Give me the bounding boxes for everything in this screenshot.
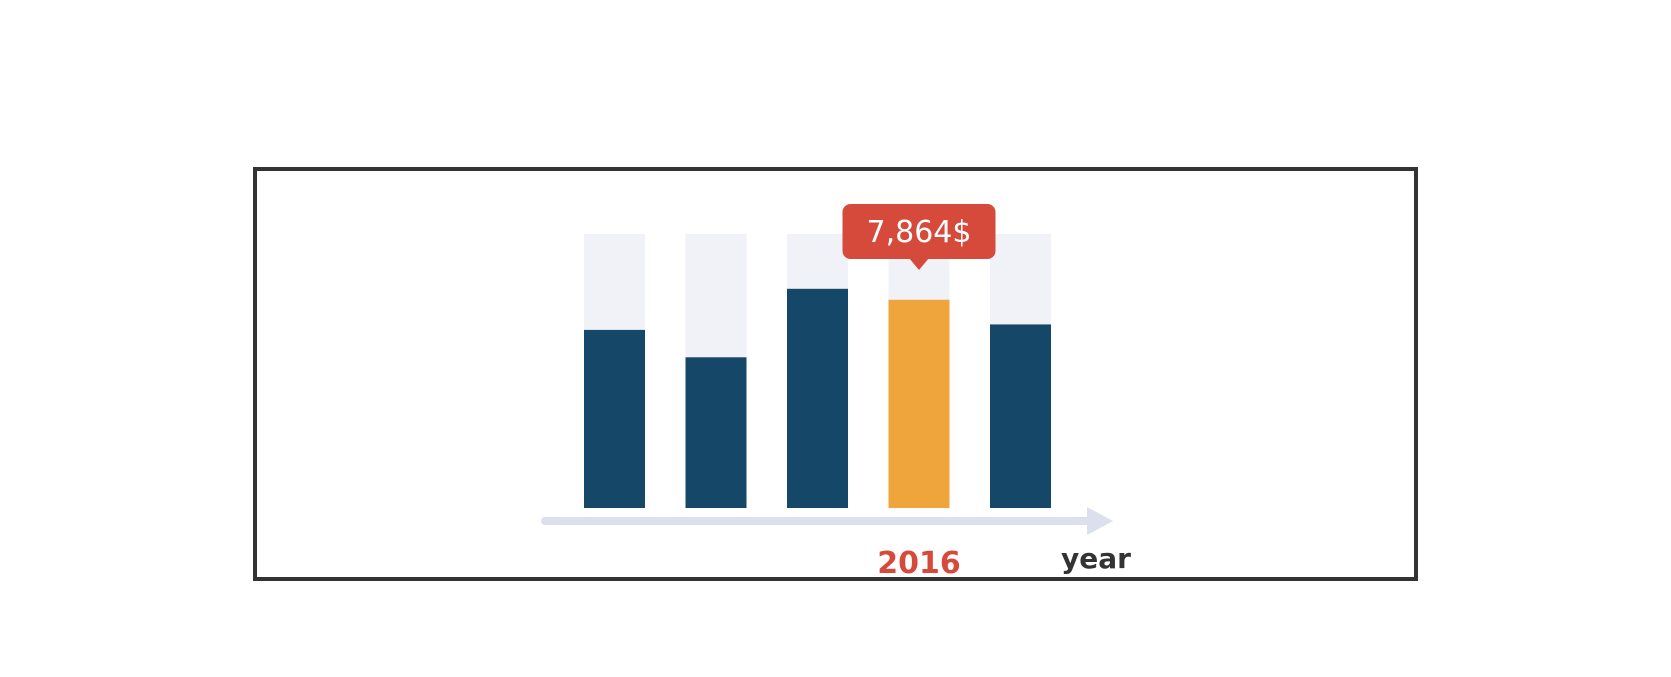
bar[interactable]: [685, 357, 747, 508]
tooltip-box: [842, 204, 996, 259]
x-axis: [541, 507, 1113, 535]
tooltip-label: 7,864$: [867, 215, 972, 250]
x-axis-arrow-icon: [1087, 507, 1113, 535]
x-axis-title: year: [1061, 542, 1131, 575]
bar[interactable]: [584, 329, 645, 508]
x-tick-label: 2016: [877, 546, 961, 581]
value-tooltip: 7,864$: [842, 204, 996, 270]
bars-layer: [584, 234, 1051, 508]
tick-labels: 2016: [877, 546, 961, 581]
bar[interactable]: [990, 324, 1051, 508]
bar[interactable]: [787, 288, 848, 508]
bar-highlighted[interactable]: [888, 299, 950, 508]
tooltip-pointer-icon: [909, 258, 929, 270]
